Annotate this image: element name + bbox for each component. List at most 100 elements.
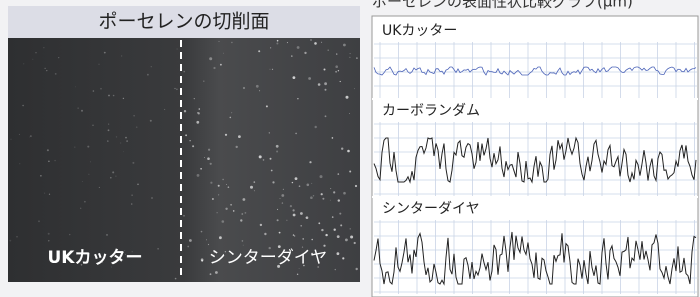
speck	[30, 135, 31, 136]
speck	[92, 125, 93, 126]
speck	[187, 246, 189, 248]
graph-title: ポーセレンの表面性状比較グラフ(μm)	[372, 0, 633, 11]
speck	[339, 213, 341, 215]
speck	[55, 73, 57, 75]
speck	[283, 189, 284, 190]
speck	[332, 137, 334, 139]
speck	[204, 157, 205, 158]
speck	[321, 42, 322, 43]
speck	[81, 110, 83, 112]
speck	[346, 96, 349, 99]
speck	[110, 177, 112, 179]
speck	[78, 108, 79, 109]
speck	[259, 90, 260, 91]
speck	[210, 273, 212, 275]
photo-title: ポーセレンの切削面	[98, 11, 269, 33]
speck	[121, 55, 122, 56]
speck	[137, 184, 139, 186]
photo-label: UKカッター	[48, 248, 143, 268]
speck	[337, 252, 340, 255]
speck	[131, 195, 132, 196]
speck	[48, 240, 49, 241]
speck	[318, 83, 321, 86]
speck	[321, 193, 323, 195]
speck	[108, 95, 110, 97]
speck	[58, 57, 59, 58]
speck	[292, 182, 293, 183]
speck	[174, 88, 175, 89]
speck	[270, 69, 271, 70]
speck	[337, 235, 340, 238]
speck	[300, 212, 303, 215]
speck	[184, 110, 186, 112]
speck	[43, 47, 44, 48]
speck	[176, 89, 178, 91]
speck	[196, 121, 199, 124]
speck	[32, 59, 33, 60]
speck	[230, 117, 232, 119]
speck	[315, 126, 317, 128]
speck	[93, 90, 95, 92]
speck	[46, 70, 47, 71]
speck	[108, 129, 110, 131]
speck	[113, 95, 115, 97]
speck	[69, 234, 70, 235]
speck	[306, 216, 309, 219]
speck	[349, 57, 350, 58]
speck	[341, 148, 343, 150]
speck	[212, 198, 214, 200]
speck	[177, 49, 178, 50]
speck	[349, 171, 351, 173]
speck	[313, 195, 314, 196]
speck	[330, 188, 331, 189]
speck	[338, 173, 340, 175]
speck	[333, 191, 335, 193]
speck	[40, 175, 42, 177]
speck	[190, 140, 191, 141]
speck	[291, 55, 293, 57]
speck	[44, 193, 45, 194]
speck	[347, 150, 350, 153]
speck	[263, 159, 265, 161]
speck	[75, 87, 76, 88]
speck	[270, 158, 272, 160]
speck	[277, 40, 279, 42]
speck	[107, 140, 109, 142]
speck	[290, 205, 292, 207]
speck	[131, 203, 133, 205]
speck	[197, 174, 200, 177]
photo	[8, 38, 360, 282]
speck	[307, 184, 310, 187]
speck	[332, 216, 334, 218]
speck	[19, 134, 20, 135]
speck	[175, 278, 177, 280]
speck	[338, 70, 339, 71]
speck	[269, 132, 270, 133]
speck	[48, 161, 50, 163]
speck	[254, 190, 255, 191]
speck	[147, 74, 149, 76]
speck	[197, 112, 199, 114]
speck	[272, 181, 274, 183]
speck	[297, 274, 298, 275]
speck	[231, 42, 232, 43]
speck	[277, 219, 279, 221]
speck	[230, 204, 232, 206]
speck	[236, 146, 238, 148]
speck	[225, 208, 227, 210]
speck	[350, 236, 353, 239]
speck	[254, 181, 256, 183]
speck	[9, 240, 11, 242]
speck	[350, 53, 351, 54]
speck	[308, 77, 311, 80]
speck	[11, 139, 12, 140]
page: ポーセレンの切削面 UKカッター シンターダイヤ ポーセレンの表面性状比較グラフ…	[0, 0, 700, 297]
speck	[215, 271, 218, 274]
speck	[209, 57, 212, 60]
speck	[157, 248, 159, 250]
speck	[108, 124, 109, 125]
speck	[223, 53, 224, 54]
speck	[330, 200, 331, 201]
speck	[279, 232, 281, 234]
speck	[233, 210, 235, 212]
